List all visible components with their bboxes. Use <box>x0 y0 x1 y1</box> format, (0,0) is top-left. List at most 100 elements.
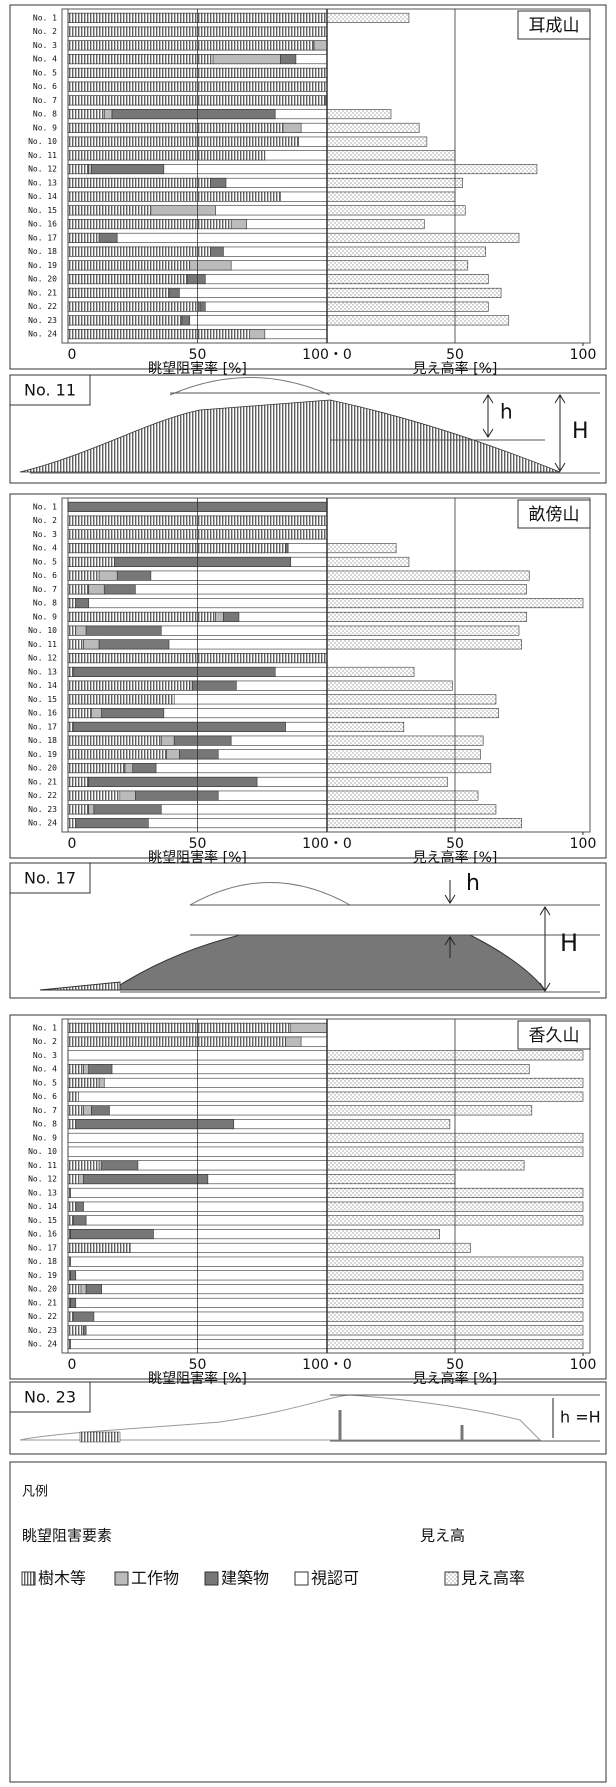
x2-tick-label: 100 <box>570 347 597 363</box>
inset-label: No. 17 <box>24 869 76 888</box>
bar <box>91 164 164 173</box>
bar <box>86 626 161 635</box>
bar <box>68 1119 76 1128</box>
bar <box>133 763 156 772</box>
inset-diagram <box>10 863 606 998</box>
bar <box>94 805 161 814</box>
bar <box>68 41 314 50</box>
inset-diagram <box>10 375 606 483</box>
bar <box>68 164 89 173</box>
category-label: No. 4 <box>33 544 57 553</box>
bar <box>89 1064 112 1073</box>
chart-title: 畝傍山 <box>529 505 580 525</box>
bar <box>190 261 231 270</box>
bar <box>68 598 76 607</box>
x-axis-title: 眺望阻害率 [%] <box>148 1370 247 1387</box>
bar <box>89 164 92 173</box>
category-label: No. 24 <box>28 330 57 339</box>
legend-title: 凡例 <box>22 1485 48 1500</box>
x-tick-label: 0 <box>68 1357 77 1373</box>
bar <box>68 96 324 105</box>
chart-title: 耳成山 <box>529 16 580 36</box>
category-label: No. 19 <box>28 261 57 270</box>
bar <box>187 274 205 283</box>
bar <box>89 777 257 786</box>
category-label: No. 1 <box>33 1023 57 1032</box>
category-label: No. 17 <box>28 722 57 731</box>
bar <box>68 736 161 745</box>
bar <box>117 571 151 580</box>
bar <box>68 1174 78 1183</box>
bar <box>99 640 169 649</box>
bar <box>89 805 94 814</box>
bar <box>68 722 73 731</box>
bar <box>68 585 89 594</box>
x-axis-title: 眺望阻害率 [%] <box>148 849 247 866</box>
inset-h: h <box>466 871 480 896</box>
bar <box>73 667 275 676</box>
bar <box>327 681 452 690</box>
bar <box>327 750 481 759</box>
x-tick-label: 0 <box>68 836 77 852</box>
bar <box>68 667 73 676</box>
bar <box>327 1064 529 1073</box>
category-label: No. 20 <box>28 764 57 773</box>
bar <box>327 722 404 731</box>
legend-item: 建築物 <box>221 1569 269 1588</box>
bar <box>120 791 136 800</box>
category-label: No. 10 <box>28 137 57 146</box>
bar <box>125 763 133 772</box>
bar <box>68 543 286 552</box>
bar <box>166 750 179 759</box>
category-label: No. 12 <box>28 165 57 174</box>
bar <box>327 123 419 132</box>
bar <box>84 1174 208 1183</box>
bar <box>327 640 522 649</box>
bar <box>68 1064 84 1073</box>
bar <box>68 1078 99 1087</box>
legend-group: 見え高 <box>420 1527 465 1545</box>
bar <box>283 123 301 132</box>
bar <box>210 178 226 187</box>
bar <box>104 585 135 594</box>
category-label: No. 6 <box>33 571 57 580</box>
bar <box>104 109 112 118</box>
bar <box>68 1312 73 1321</box>
inset-h: h <box>500 400 513 424</box>
legend-swatch <box>205 1572 218 1585</box>
bar <box>327 818 522 827</box>
bar <box>327 233 519 242</box>
bar <box>68 178 210 187</box>
category-label: No. 20 <box>28 1285 57 1294</box>
bar <box>135 791 218 800</box>
bar <box>68 233 99 242</box>
category-label: No. 3 <box>33 1051 57 1060</box>
bar <box>231 219 247 228</box>
bar <box>84 1106 92 1115</box>
x-axis-title: 眺望阻害率 [%] <box>148 360 247 377</box>
bar <box>76 626 86 635</box>
inset-label: No. 23 <box>24 1388 76 1407</box>
bar <box>151 206 216 215</box>
x-tick-label: 100・0 <box>302 1357 352 1373</box>
bar <box>327 164 537 173</box>
bar <box>68 1092 78 1101</box>
bar <box>327 288 501 297</box>
category-label: No. 11 <box>28 1161 57 1170</box>
category-label: No. 18 <box>28 247 57 256</box>
bar <box>68 626 76 635</box>
bar <box>327 192 455 201</box>
bar <box>327 571 529 580</box>
bar <box>68 261 190 270</box>
x2-axis-title: 見え高率 [%] <box>413 360 498 377</box>
category-label: No. 21 <box>28 288 57 297</box>
category-label: No. 2 <box>33 27 57 36</box>
legend-item: 樹木等 <box>38 1569 86 1588</box>
category-label: No. 24 <box>28 819 57 828</box>
x-tick-label: 100・0 <box>302 347 352 363</box>
category-label: No. 10 <box>28 1147 57 1156</box>
category-label: No. 6 <box>33 82 57 91</box>
legend-swatch <box>445 1572 458 1585</box>
category-label: No. 2 <box>33 516 57 525</box>
bar <box>71 1298 76 1307</box>
